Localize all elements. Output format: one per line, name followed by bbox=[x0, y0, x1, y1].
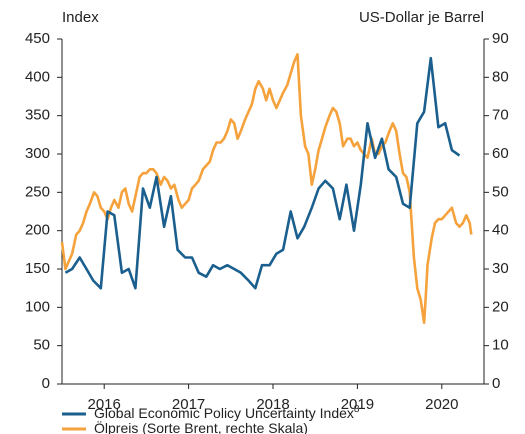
y2-tick-label: 70 bbox=[492, 107, 509, 124]
y-tick-label: 150 bbox=[25, 260, 50, 277]
y2-tick-label: 20 bbox=[492, 298, 509, 315]
x-tick-label: 2018 bbox=[256, 396, 289, 413]
legend-footnote: 8 bbox=[354, 404, 360, 415]
legend-label: Global Economic Policy Uncertainty Index… bbox=[94, 404, 360, 421]
y-tick-label: 400 bbox=[25, 68, 50, 85]
x-tick-label: 2017 bbox=[172, 396, 205, 413]
legend-name: Global Economic Policy Uncertainty Index bbox=[94, 405, 354, 421]
y-tick-label: 450 bbox=[25, 30, 50, 47]
y-axis-label: Index bbox=[62, 9, 99, 26]
y2-tick-label: 80 bbox=[492, 68, 509, 85]
y2-tick-label: 60 bbox=[492, 145, 509, 162]
y-tick-label: 50 bbox=[33, 337, 50, 354]
line-series bbox=[64, 56, 461, 290]
y2-tick-label: 90 bbox=[492, 30, 509, 47]
x-tick-label: 2019 bbox=[341, 396, 374, 413]
x-tick-label: 2020 bbox=[425, 396, 458, 413]
line-series bbox=[60, 53, 473, 324]
y-tick-label: 0 bbox=[42, 375, 50, 392]
y2-tick-label: 0 bbox=[492, 375, 500, 392]
y-tick-label: 200 bbox=[25, 222, 50, 239]
y-tick-label: 250 bbox=[25, 183, 50, 200]
y-tick-label: 100 bbox=[25, 298, 50, 315]
y2-tick-label: 30 bbox=[492, 260, 509, 277]
y2-tick-label: 40 bbox=[492, 222, 509, 239]
y2-axis-label: US-Dollar je Barrel bbox=[359, 9, 484, 26]
y2-tick-label: 50 bbox=[492, 183, 509, 200]
y-tick-label: 350 bbox=[25, 107, 50, 124]
x-tick-label: 2016 bbox=[88, 396, 121, 413]
y-tick-label: 300 bbox=[25, 145, 50, 162]
legend-label: Ölpreis (Sorte Brent, rechte Skala) bbox=[94, 419, 308, 434]
legend-name: Ölpreis (Sorte Brent, rechte Skala) bbox=[94, 419, 308, 434]
y2-tick-label: 10 bbox=[492, 337, 509, 354]
